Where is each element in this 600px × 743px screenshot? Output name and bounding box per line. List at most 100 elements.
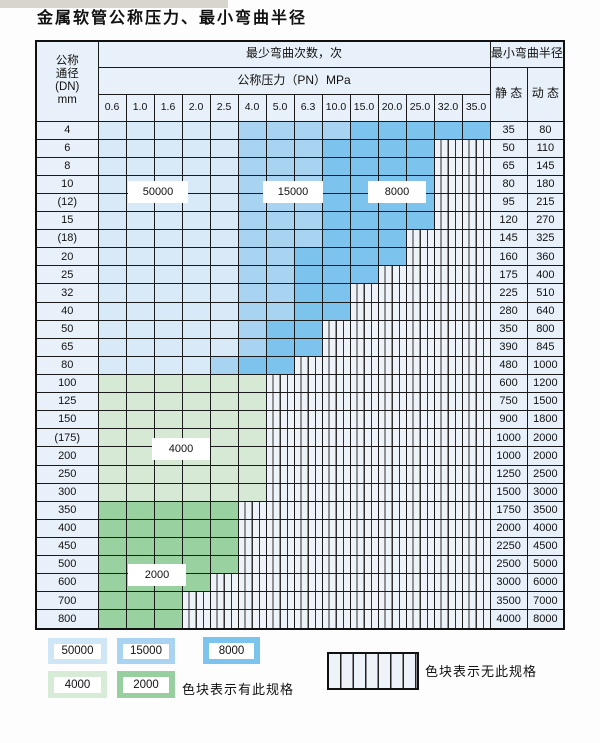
no-spec-cell bbox=[265, 482, 295, 502]
spec-available-cell bbox=[153, 283, 183, 303]
spec-available-cell bbox=[97, 428, 127, 448]
spec-available-cell bbox=[293, 229, 323, 249]
spec-available-cell bbox=[293, 337, 323, 357]
spec-available-cell bbox=[209, 156, 239, 176]
dynamic-radius-cell: 360 bbox=[526, 247, 565, 267]
dynamic-radius-cell: 5000 bbox=[526, 555, 565, 575]
spec-available-cell bbox=[97, 301, 127, 321]
spec-available-cell bbox=[97, 265, 127, 285]
no-spec-cell bbox=[265, 537, 295, 557]
no-spec-cell bbox=[321, 337, 351, 357]
no-spec-cell bbox=[293, 591, 323, 611]
spec-available-cell bbox=[181, 537, 211, 557]
no-spec-cell bbox=[237, 518, 267, 539]
no-spec-cell bbox=[461, 464, 491, 484]
no-spec-cell bbox=[265, 573, 295, 593]
zone-label-50000: 50000 bbox=[128, 181, 188, 203]
no-spec-cell bbox=[377, 464, 407, 484]
dn-cell: 800 bbox=[35, 609, 99, 630]
spec-available-cell bbox=[181, 374, 211, 394]
dynamic-radius-cell: 110 bbox=[526, 138, 565, 158]
no-spec-cell bbox=[293, 355, 323, 376]
no-spec-cell bbox=[349, 555, 379, 575]
table-row: 200 1000 2000 bbox=[35, 446, 565, 466]
no-spec-cell bbox=[461, 337, 491, 357]
static-radius-cell: 1500 bbox=[489, 482, 528, 502]
dn-cell: (12) bbox=[35, 192, 99, 213]
no-spec-cell bbox=[181, 591, 211, 611]
no-spec-cell bbox=[433, 573, 463, 593]
no-spec-cell bbox=[405, 500, 435, 520]
spec-available-cell bbox=[209, 319, 239, 339]
spec-available-cell bbox=[237, 337, 267, 357]
no-spec-cell bbox=[433, 174, 463, 194]
no-spec-cell bbox=[349, 355, 379, 376]
spec-available-cell bbox=[125, 609, 155, 630]
no-spec-cell bbox=[265, 609, 295, 630]
spec-available-cell bbox=[125, 410, 155, 430]
spec-available-cell bbox=[125, 591, 155, 611]
spec-available-cell bbox=[97, 410, 127, 430]
spec-available-cell bbox=[209, 410, 239, 430]
spec-available-cell bbox=[125, 301, 155, 321]
no-spec-cell bbox=[433, 374, 463, 394]
spec-available-cell bbox=[181, 392, 211, 412]
no-spec-cell bbox=[349, 301, 379, 321]
spec-available-cell bbox=[97, 120, 127, 140]
spec-available-cell bbox=[209, 120, 239, 140]
static-radius-cell: 1000 bbox=[489, 446, 528, 466]
legend-swatch-15000: 15000 bbox=[117, 638, 175, 664]
spec-available-cell bbox=[209, 428, 239, 448]
spec-available-cell bbox=[237, 156, 267, 176]
spec-available-cell bbox=[209, 374, 239, 394]
no-spec-cell bbox=[377, 355, 407, 376]
dn-cell: 80 bbox=[35, 355, 99, 376]
no-spec-cell bbox=[377, 410, 407, 430]
no-spec-cell bbox=[377, 374, 407, 394]
no-spec-cell bbox=[321, 428, 351, 448]
dn-cell: 300 bbox=[35, 482, 99, 502]
spec-available-cell bbox=[237, 247, 267, 267]
table-row: 32 225 510 bbox=[35, 283, 565, 303]
spec-available-cell bbox=[321, 265, 351, 285]
static-radius-cell: 95 bbox=[489, 192, 528, 213]
spec-available-cell bbox=[153, 229, 183, 249]
dn-header-line: (DN) bbox=[55, 81, 80, 94]
dn-header-line: 通径 bbox=[55, 68, 79, 81]
no-spec-cell bbox=[237, 555, 267, 575]
spec-available-cell bbox=[321, 301, 351, 321]
no-spec-cell bbox=[377, 500, 407, 520]
spec-available-cell bbox=[97, 555, 127, 575]
table-row: 125 750 1500 bbox=[35, 392, 565, 412]
spec-available-cell bbox=[125, 355, 155, 376]
spec-available-cell bbox=[209, 301, 239, 321]
no-spec-cell bbox=[433, 464, 463, 484]
no-spec-cell bbox=[405, 591, 435, 611]
dn-header-line: 公称 bbox=[55, 54, 79, 67]
no-spec-cell bbox=[377, 482, 407, 502]
spec-available-cell bbox=[237, 428, 267, 448]
no-spec-cell bbox=[433, 482, 463, 502]
spec-available-cell bbox=[349, 211, 379, 231]
spec-available-cell bbox=[265, 138, 295, 158]
no-spec-cell bbox=[293, 410, 323, 430]
spec-available-cell bbox=[237, 319, 267, 339]
spec-available-cell bbox=[153, 301, 183, 321]
spec-available-cell bbox=[97, 537, 127, 557]
no-spec-cell bbox=[265, 464, 295, 484]
static-radius-cell: 900 bbox=[489, 410, 528, 430]
no-spec-cell bbox=[433, 500, 463, 520]
spec-available-cell bbox=[125, 247, 155, 267]
no-spec-cell bbox=[293, 518, 323, 539]
table-row: 8 65 145 bbox=[35, 156, 565, 176]
spec-available-cell bbox=[97, 374, 127, 394]
spec-available-cell bbox=[433, 120, 463, 140]
no-spec-cell bbox=[461, 301, 491, 321]
spec-available-cell bbox=[153, 591, 183, 611]
spec-available-cell bbox=[97, 337, 127, 357]
no-spec-cell bbox=[405, 392, 435, 412]
dn-cell: 150 bbox=[35, 410, 99, 430]
spec-available-cell bbox=[97, 319, 127, 339]
no-spec-cell bbox=[461, 573, 491, 593]
table-row: 50 350 800 bbox=[35, 319, 565, 339]
